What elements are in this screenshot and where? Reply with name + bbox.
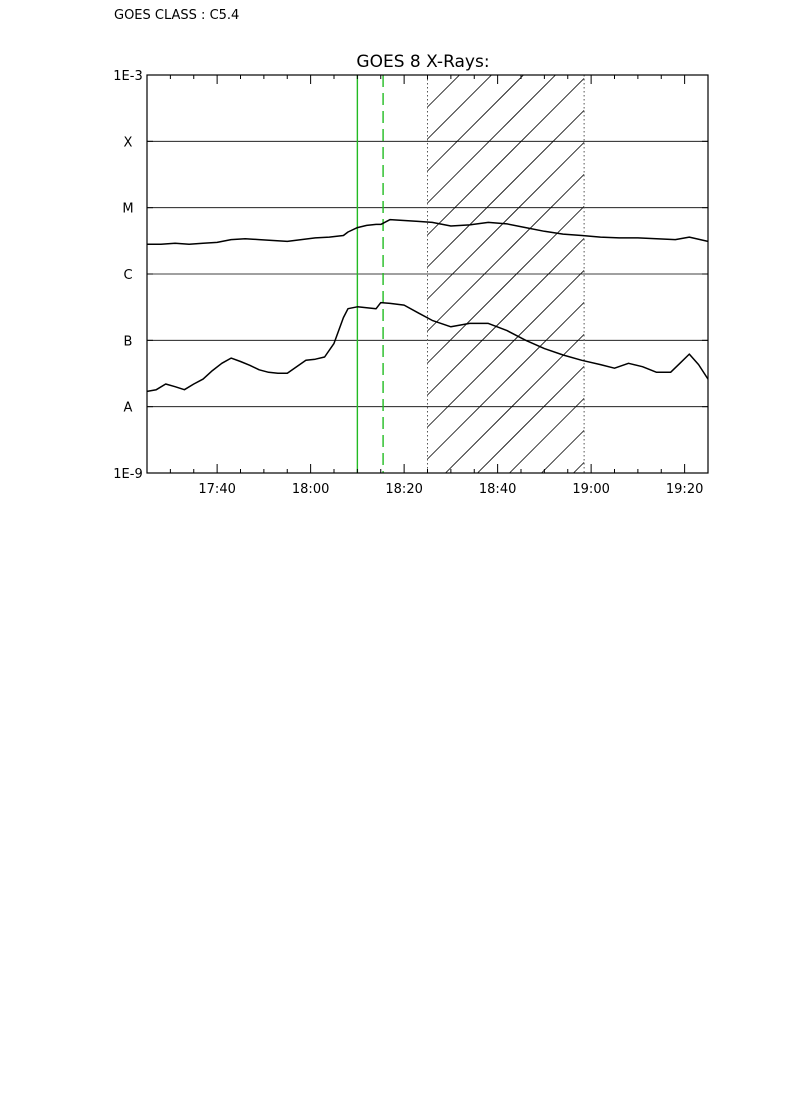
hatch-line <box>541 430 585 473</box>
hatch-line <box>427 75 492 140</box>
x-tick-label: 17:40 <box>198 482 235 497</box>
x-tick-label: 19:20 <box>666 482 703 497</box>
hatch-line <box>427 174 585 332</box>
y-tick-label: 1E-9 <box>113 467 142 482</box>
goes-class-label: GOES CLASS : C5.4 <box>114 8 240 23</box>
hatch-line <box>477 366 585 473</box>
hatch-line <box>427 75 556 204</box>
hatch-line <box>427 206 585 364</box>
hatched-interval <box>427 75 585 473</box>
hatch-line <box>509 398 585 473</box>
x-tick-label: 19:00 <box>572 482 609 497</box>
y-tick-label: X <box>124 135 133 150</box>
hatch-line <box>427 238 585 396</box>
y-tick-label: M <box>122 202 133 217</box>
hatch-line <box>427 142 585 300</box>
series-line-1 <box>147 218 708 246</box>
hatch-line <box>573 462 585 473</box>
y-tick-label: C <box>123 268 132 283</box>
series-line-2 <box>147 301 708 393</box>
goes-xray-chart: GOES 8 X-Rays: 1E-3 X M C B A 1E-9 17:40 18:00 18… <box>113 52 709 497</box>
hatch-line <box>427 75 524 172</box>
x-tick-label: 18:20 <box>385 482 422 497</box>
hatch-line <box>427 78 585 236</box>
hatch-line <box>427 302 585 460</box>
plot-frame <box>146 74 709 474</box>
hatch-line <box>427 270 585 428</box>
x-tick-label: 18:40 <box>479 482 516 497</box>
x-tick-label: 18:00 <box>292 482 329 497</box>
chart-title: GOES 8 X-Rays: <box>356 52 489 72</box>
y-tick-label: A <box>124 401 133 416</box>
y-tick-label: B <box>124 334 133 349</box>
hatch-line <box>445 334 585 473</box>
hatch-line <box>427 110 585 268</box>
hatch-line <box>427 75 460 108</box>
y-tick-label: 1E-3 <box>113 69 142 84</box>
